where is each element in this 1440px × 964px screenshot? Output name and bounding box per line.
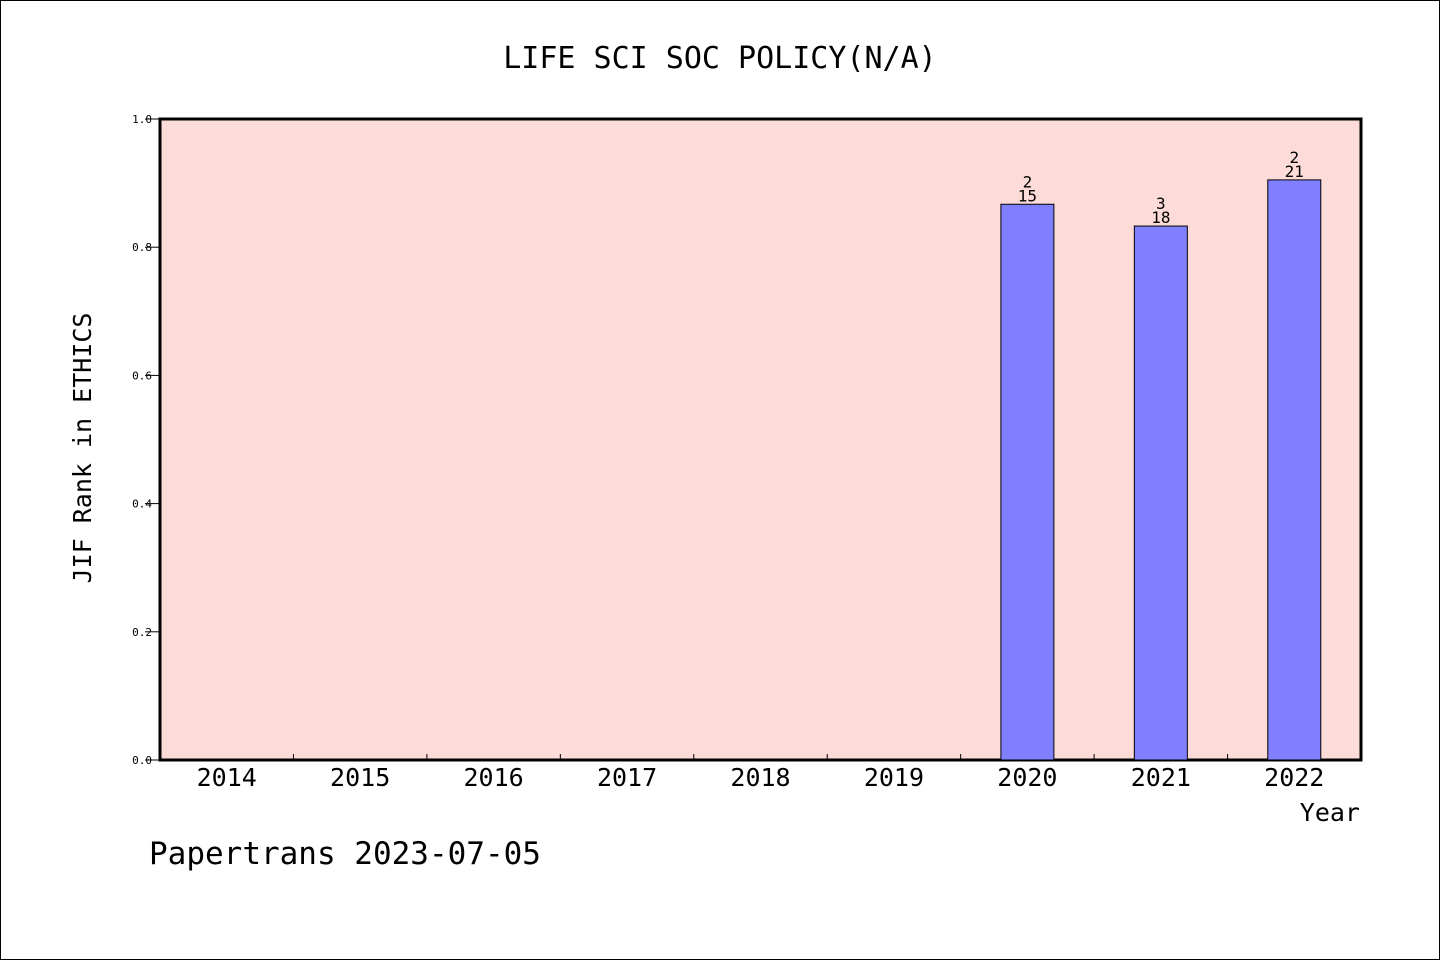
x-tick-label: 2022 xyxy=(1264,763,1324,792)
y-tick-label: 0.6 xyxy=(132,369,152,382)
x-tick-label: 2015 xyxy=(330,763,390,792)
y-axis-label: JIF Rank in ETHICS xyxy=(68,313,97,584)
bar-total-label: 21 xyxy=(1285,162,1304,181)
y-tick-label: 0.2 xyxy=(132,626,152,639)
y-tick-label: 0.0 xyxy=(132,754,152,767)
bar-2022 xyxy=(1267,179,1322,761)
x-tick-label: 2018 xyxy=(730,763,790,792)
bar-total-label: 15 xyxy=(1018,186,1037,205)
x-tick-label: 2021 xyxy=(1131,763,1191,792)
y-ticks-group: 0.0 0.2 0.4 0.6 0.8 1.0 xyxy=(132,113,160,767)
x-tick-label: 2020 xyxy=(997,763,1057,792)
y-tick-label: 0.8 xyxy=(132,241,152,254)
bar-2020 xyxy=(1000,203,1055,761)
x-tick-label: 2014 xyxy=(197,763,257,792)
footer-text: Papertrans 2023-07-05 xyxy=(149,836,541,872)
chart-title: LIFE SCI SOC POLICY(N/A) xyxy=(503,41,936,76)
x-axis-label: Year xyxy=(1300,798,1360,827)
bar-rank-label: 3 xyxy=(1156,194,1166,213)
x-ticks-group: 2014 2015 2016 2017 2018 2019 2020 2021 2022 xyxy=(197,754,1324,792)
x-tick-label: 2019 xyxy=(864,763,924,792)
bars-group xyxy=(1000,179,1322,761)
x-tick-label: 2017 xyxy=(597,763,657,792)
bar-2021 xyxy=(1133,225,1188,761)
bar-total-label: 18 xyxy=(1151,208,1170,227)
bar-rank-label: 2 xyxy=(1289,148,1299,167)
y-tick-label: 0.4 xyxy=(132,498,152,511)
bar-rank-label: 2 xyxy=(1023,172,1033,191)
x-tick-label: 2016 xyxy=(464,763,524,792)
y-tick-label: 1.0 xyxy=(132,113,152,126)
